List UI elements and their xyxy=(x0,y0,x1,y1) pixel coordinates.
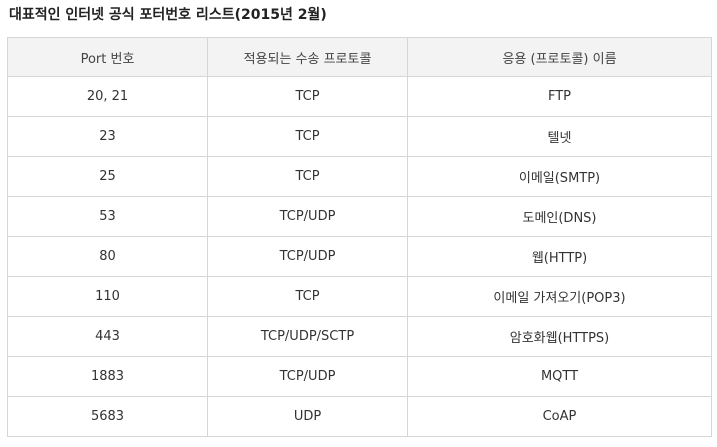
header-transport-protocol: 적용되는 수송 프로토콜 xyxy=(207,37,408,77)
protocol-cell: TCP/UDP xyxy=(207,196,408,237)
application-cell: 도메인(DNS) xyxy=(407,196,712,237)
port-number-table: Port 번호 적용되는 수송 프로토콜 응용 (프로토콜) 이름 20, 21… xyxy=(7,37,712,437)
protocol-cell: TCP/UDP xyxy=(207,356,408,397)
page-title: 대표적인 인터넷 공식 포터번호 리스트(2015년 2월) xyxy=(9,7,327,23)
protocol-cell: TCP xyxy=(207,116,408,157)
port-cell: 110 xyxy=(7,276,208,317)
table-row: 23 TCP 텔넷 xyxy=(7,116,712,157)
port-cell: 80 xyxy=(7,236,208,277)
protocol-cell: TCP/UDP/SCTP xyxy=(207,316,408,357)
application-cell: 암호화웹(HTTPS) xyxy=(407,316,712,357)
port-cell: 53 xyxy=(7,196,208,237)
application-cell: CoAP xyxy=(407,396,712,437)
port-cell: 25 xyxy=(7,156,208,197)
table-header-row: Port 번호 적용되는 수송 프로토콜 응용 (프로토콜) 이름 xyxy=(7,37,712,77)
header-port-number: Port 번호 xyxy=(7,37,208,77)
table-row: 80 TCP/UDP 웹(HTTP) xyxy=(7,236,712,277)
table-row: 5683 UDP CoAP xyxy=(7,396,712,437)
protocol-cell: TCP xyxy=(207,156,408,197)
protocol-cell: TCP/UDP xyxy=(207,236,408,277)
application-cell: 웹(HTTP) xyxy=(407,236,712,277)
table-row: 110 TCP 이메일 가져오기(POP3) xyxy=(7,276,712,317)
table-row: 53 TCP/UDP 도메인(DNS) xyxy=(7,196,712,237)
protocol-cell: UDP xyxy=(207,396,408,437)
application-cell: MQTT xyxy=(407,356,712,397)
header-application-name: 응용 (프로토콜) 이름 xyxy=(407,37,712,77)
protocol-cell: TCP xyxy=(207,276,408,317)
port-cell: 443 xyxy=(7,316,208,357)
port-cell: 23 xyxy=(7,116,208,157)
application-cell: 이메일(SMTP) xyxy=(407,156,712,197)
table-row: 1883 TCP/UDP MQTT xyxy=(7,356,712,397)
table-row: 20, 21 TCP FTP xyxy=(7,76,712,117)
port-cell: 5683 xyxy=(7,396,208,437)
application-cell: FTP xyxy=(407,76,712,117)
port-cell: 1883 xyxy=(7,356,208,397)
protocol-cell: TCP xyxy=(207,76,408,117)
port-cell: 20, 21 xyxy=(7,76,208,117)
application-cell: 텔넷 xyxy=(407,116,712,157)
table-row: 25 TCP 이메일(SMTP) xyxy=(7,156,712,197)
table-row: 443 TCP/UDP/SCTP 암호화웹(HTTPS) xyxy=(7,316,712,357)
application-cell: 이메일 가져오기(POP3) xyxy=(407,276,712,317)
